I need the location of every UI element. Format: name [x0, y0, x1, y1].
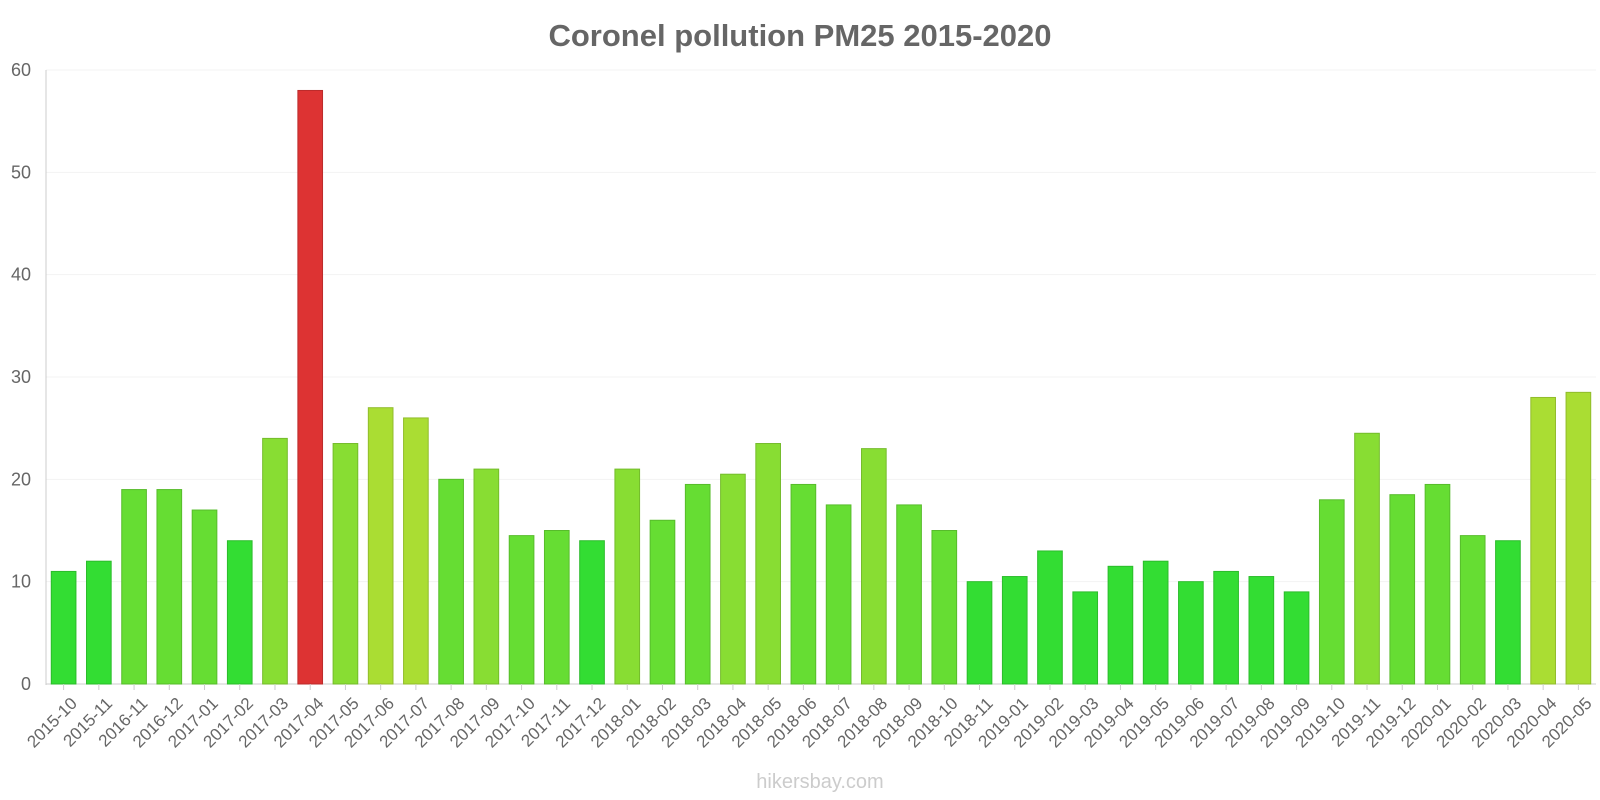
bar-2018-03: [684, 483, 711, 685]
bar-2018-09: [896, 504, 922, 685]
bar-2017-08: [438, 478, 464, 685]
bar-2018-02: [649, 519, 676, 685]
y-axis-ticks: 0 10 20 30 40 50 60: [11, 60, 31, 694]
bar-2019-05: [1142, 560, 1169, 685]
y-tick-label: 30: [11, 367, 31, 387]
x-axis-ticks: 2015-102015-112016-112016-122017-012017-…: [23, 684, 1596, 751]
bar-2017-05: [332, 443, 359, 685]
bar-2019-10: [1318, 499, 1345, 685]
bar-2018-11: [966, 581, 993, 685]
bar-2017-03: [262, 437, 288, 685]
bar-2015-10: [50, 570, 77, 685]
bar-2016-12: [156, 489, 183, 685]
bar-2020-03: [1495, 540, 1521, 685]
bar-2017-02: [226, 540, 253, 685]
watermark: hikersbay.com: [756, 771, 883, 793]
y-tick-label: 50: [11, 162, 31, 182]
bar-2018-10: [931, 530, 958, 685]
bar-2018-01: [614, 468, 641, 685]
y-tick-label: 40: [11, 265, 31, 285]
bar-2017-12: [579, 540, 605, 685]
bars: [50, 89, 1592, 685]
bar-2018-07: [825, 504, 852, 685]
bar-2019-06: [1178, 581, 1204, 685]
chart-title: Coronel pollution PM25 2015-2020: [548, 18, 1051, 53]
bar-2017-10: [508, 535, 535, 685]
bar-2019-01: [1001, 576, 1028, 685]
bar-2017-04: [297, 89, 324, 685]
bar-2020-02: [1459, 535, 1486, 685]
bar-2019-02: [1037, 550, 1063, 685]
bar-2018-06: [790, 483, 817, 685]
bar-2018-05: [755, 443, 781, 685]
bar-2019-12: [1389, 494, 1416, 685]
bar-2019-09: [1283, 591, 1310, 685]
bar-2019-08: [1248, 576, 1275, 685]
y-tick-label: 60: [11, 60, 31, 80]
bar-2019-11: [1354, 432, 1380, 685]
y-tick-label: 0: [21, 674, 31, 694]
bar-2020-01: [1424, 483, 1451, 685]
y-tick-label: 10: [11, 572, 31, 592]
bar-2017-01: [191, 509, 218, 685]
bar-2017-06: [367, 407, 394, 685]
bar-2020-05: [1565, 391, 1592, 685]
bar-2017-11: [543, 530, 570, 685]
bar-2018-08: [861, 448, 887, 685]
bar-2017-09: [473, 468, 500, 685]
bar-2019-03: [1072, 591, 1099, 685]
bar-2017-07: [403, 417, 429, 685]
bar-2019-04: [1107, 565, 1134, 685]
bar-2018-04: [720, 473, 746, 685]
bar-2015-11: [86, 560, 112, 685]
bar-2020-04: [1530, 396, 1556, 685]
bar-2019-07: [1213, 570, 1239, 685]
y-tick-label: 20: [11, 469, 31, 489]
bar-2016-11: [121, 489, 147, 685]
